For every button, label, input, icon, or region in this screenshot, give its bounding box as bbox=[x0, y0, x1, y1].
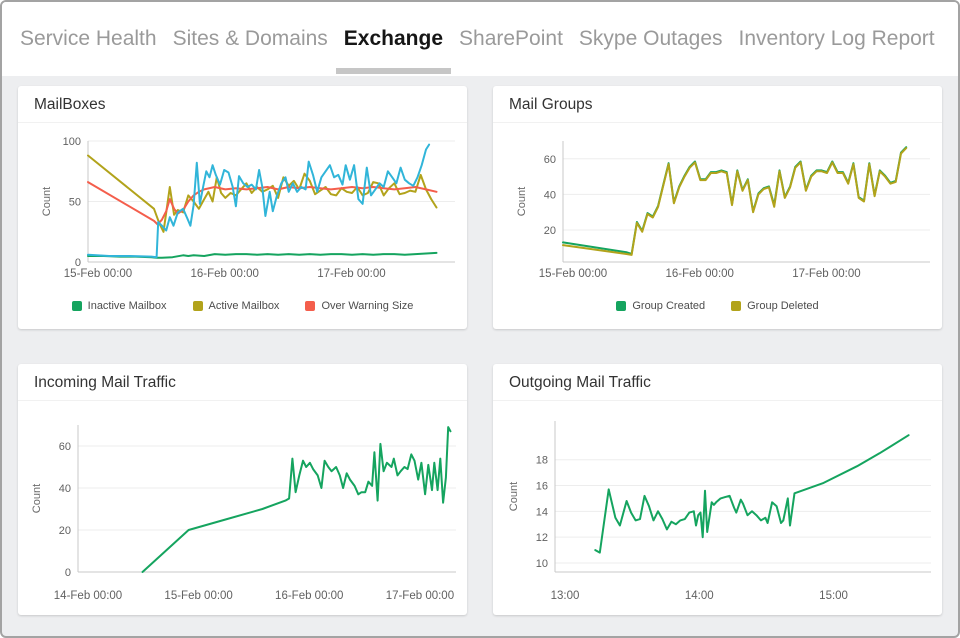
mailboxes-legend: Inactive Mailbox Active Mailbox Over Warni… bbox=[18, 300, 467, 312]
svg-text:17-Feb 00:00: 17-Feb 00:00 bbox=[792, 268, 860, 280]
tab-service-health[interactable]: Service Health bbox=[12, 2, 165, 76]
title-divider bbox=[18, 400, 467, 401]
dashboard-grid: MailBoxes 0 50 100 15-Feb 00:00 16-Feb 00:00… bbox=[2, 76, 958, 615]
svg-text:40: 40 bbox=[544, 189, 556, 201]
tab-sites-domains[interactable]: Sites & Domains bbox=[165, 2, 336, 76]
svg-text:16-Feb 00:00: 16-Feb 00:00 bbox=[275, 590, 343, 602]
svg-text:14:00: 14:00 bbox=[685, 590, 714, 602]
svg-text:16-Feb 00:00: 16-Feb 00:00 bbox=[666, 268, 734, 280]
legend-swatch-icon bbox=[616, 301, 626, 311]
legend-item: Over Warning Size bbox=[305, 300, 413, 312]
svg-text:40: 40 bbox=[59, 483, 71, 495]
legend-swatch-icon bbox=[731, 301, 741, 311]
legend-label: Group Created bbox=[632, 300, 705, 312]
legend-label: Inactive Mailbox bbox=[88, 300, 167, 312]
svg-text:0: 0 bbox=[65, 567, 71, 579]
chart-title-outgoing: Outgoing Mail Traffic bbox=[493, 364, 942, 400]
svg-text:20: 20 bbox=[59, 525, 71, 537]
title-divider bbox=[493, 122, 942, 123]
svg-text:14: 14 bbox=[536, 506, 548, 518]
legend-swatch-icon bbox=[72, 301, 82, 311]
svg-text:17-Feb 00:00: 17-Feb 00:00 bbox=[386, 590, 454, 602]
svg-text:17-Feb 00:00: 17-Feb 00:00 bbox=[317, 268, 385, 280]
legend-label: Over Warning Size bbox=[321, 300, 413, 312]
tab-sharepoint[interactable]: SharePoint bbox=[451, 2, 571, 76]
card-outgoing-mail-traffic: Outgoing Mail Traffic 10 12 14 16 18 13:00 14:… bbox=[493, 364, 942, 615]
svg-text:Count: Count bbox=[41, 187, 53, 216]
mailboxes-chart: 05010015-Feb 00:0016-Feb 00:0017-Feb 00:… bbox=[18, 131, 467, 288]
tab-exchange[interactable]: Exchange bbox=[336, 2, 451, 76]
svg-text:15-Feb 00:00: 15-Feb 00:00 bbox=[164, 590, 232, 602]
svg-text:15-Feb 00:00: 15-Feb 00:00 bbox=[64, 268, 132, 280]
tab-bar: Service Health Sites & Domains Exchange … bbox=[2, 2, 958, 76]
svg-text:15:00: 15:00 bbox=[819, 590, 848, 602]
tab-inventory-log-report[interactable]: Inventory Log Report bbox=[731, 2, 943, 76]
legend-swatch-icon bbox=[193, 301, 203, 311]
card-mailboxes: MailBoxes 05010015-Feb 00:0016-Feb 00:00… bbox=[18, 86, 467, 329]
legend-item: Inactive Mailbox bbox=[72, 300, 167, 312]
outgoing-mail-chart: 10 12 14 16 18 13:00 14:00 15:00 Count bbox=[493, 409, 942, 610]
card-mail-groups: Mail Groups 20 40 60 15-Feb 00:00 16-Feb 00:… bbox=[493, 86, 942, 329]
incoming-mail-chart: 0 20 40 60 14-Feb 00:00 15-Feb 00:00 16-Feb 00… bbox=[18, 409, 467, 610]
dashboard-screen: Service Health Sites & Domains Exchange … bbox=[0, 0, 960, 638]
svg-text:12: 12 bbox=[536, 532, 548, 544]
chart-title-incoming: Incoming Mail Traffic bbox=[18, 364, 467, 400]
svg-text:60: 60 bbox=[544, 154, 556, 166]
tab-skype-outages[interactable]: Skype Outages bbox=[571, 2, 731, 76]
svg-text:18: 18 bbox=[536, 455, 548, 467]
legend-label: Active Mailbox bbox=[209, 300, 280, 312]
chart-title-mailboxes: MailBoxes bbox=[18, 86, 467, 122]
svg-text:Count: Count bbox=[31, 484, 43, 513]
svg-text:15-Feb 00:00: 15-Feb 00:00 bbox=[539, 268, 607, 280]
legend-item: Active Mailbox bbox=[193, 300, 280, 312]
legend-swatch-icon bbox=[305, 301, 315, 311]
legend-item: Group Deleted bbox=[731, 300, 819, 312]
chart-title-mail-groups: Mail Groups bbox=[493, 86, 942, 122]
svg-text:100: 100 bbox=[63, 136, 81, 148]
mail-groups-legend: Group Created Group Deleted bbox=[493, 300, 942, 312]
mail-groups-chart: 20 40 60 15-Feb 00:00 16-Feb 00:00 17-Feb 00:… bbox=[493, 131, 942, 288]
title-divider bbox=[18, 122, 467, 123]
svg-text:10: 10 bbox=[536, 558, 548, 570]
title-divider bbox=[493, 400, 942, 401]
svg-text:60: 60 bbox=[59, 441, 71, 453]
legend-label: Group Deleted bbox=[747, 300, 819, 312]
svg-text:50: 50 bbox=[69, 197, 81, 209]
legend-item: Group Created bbox=[616, 300, 705, 312]
svg-text:16: 16 bbox=[536, 481, 548, 493]
svg-text:14-Feb 00:00: 14-Feb 00:00 bbox=[54, 590, 122, 602]
svg-text:20: 20 bbox=[544, 225, 556, 237]
svg-text:Count: Count bbox=[508, 482, 520, 511]
svg-text:Count: Count bbox=[516, 187, 528, 216]
svg-text:13:00: 13:00 bbox=[551, 590, 580, 602]
card-incoming-mail-traffic: Incoming Mail Traffic 0 20 40 60 14-Feb 00:0… bbox=[18, 364, 467, 615]
svg-text:16-Feb 00:00: 16-Feb 00:00 bbox=[191, 268, 259, 280]
